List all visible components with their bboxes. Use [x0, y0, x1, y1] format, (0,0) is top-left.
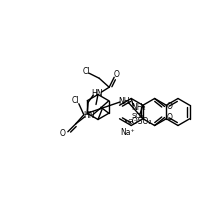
- Text: Na⁺: Na⁺: [121, 128, 135, 137]
- Text: •O⁻: •O⁻: [124, 119, 138, 125]
- Text: NH: NH: [118, 97, 130, 105]
- Text: O: O: [167, 113, 173, 122]
- Text: HN: HN: [91, 89, 103, 98]
- Text: O: O: [167, 102, 173, 111]
- Text: Cl: Cl: [82, 67, 90, 76]
- Text: NH₂: NH₂: [131, 103, 146, 112]
- Text: HN: HN: [83, 111, 95, 120]
- Text: SO₃: SO₃: [132, 113, 144, 119]
- Text: –OSO₂: –OSO₂: [128, 117, 152, 126]
- Text: O: O: [113, 70, 119, 79]
- Text: O: O: [60, 129, 66, 138]
- Text: Cl: Cl: [72, 96, 80, 105]
